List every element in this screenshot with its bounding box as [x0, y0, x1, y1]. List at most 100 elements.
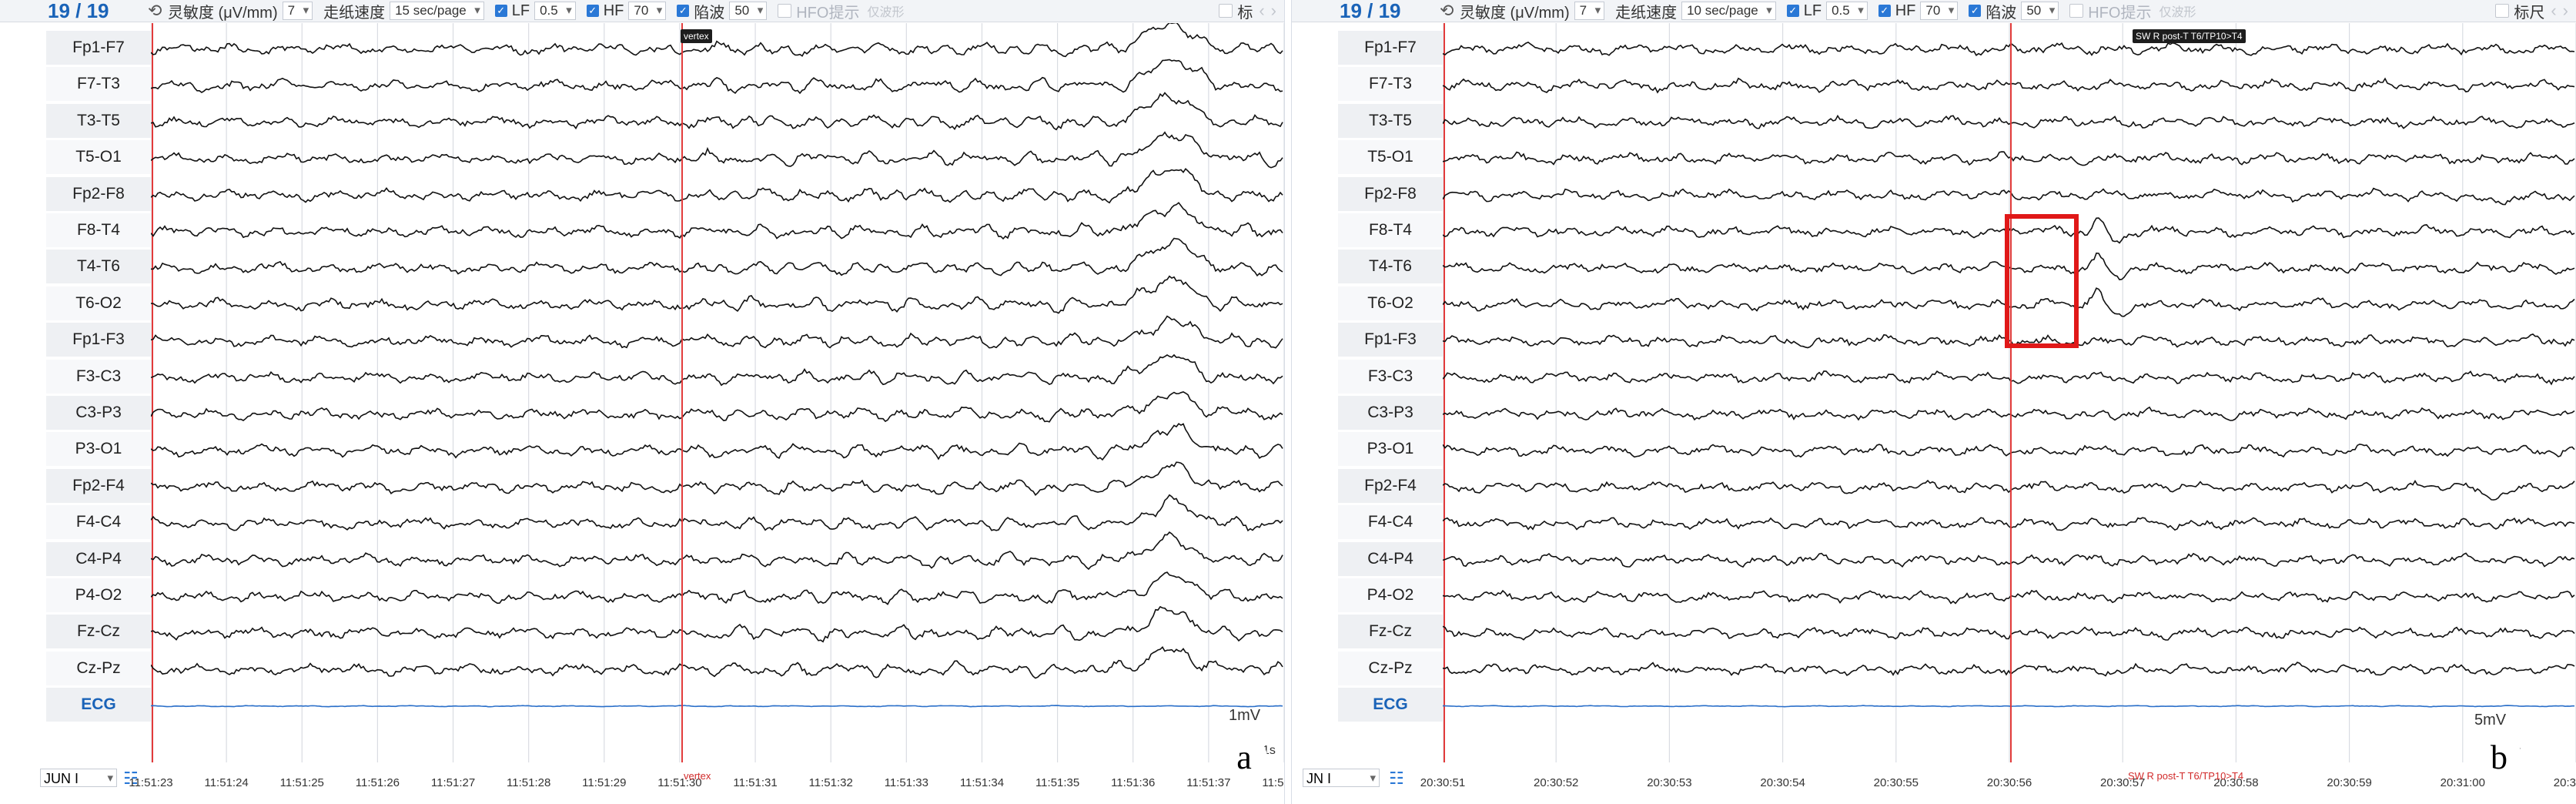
eeg-trace-area: [1443, 23, 2576, 762]
time-tick: 11:51:32: [808, 776, 853, 789]
time-tick: 11:51:26: [355, 776, 400, 789]
checkbox-icon[interactable]: [2495, 4, 2510, 18]
event-axis-label: vertex: [684, 770, 711, 782]
eeg-trace-fp2-f8: [1443, 187, 2575, 206]
channel-label: Fp2-F4: [46, 468, 151, 503]
notch-select[interactable]: 50: [729, 2, 768, 20]
eeg-trace-p4-o2: [1443, 589, 2575, 605]
channel-label: F7-T3: [46, 67, 151, 102]
chevron-right-icon[interactable]: ›: [2562, 1, 2568, 20]
eeg-trace-t5-o1: [151, 131, 1283, 169]
eeg-trace-t5-o1: [1443, 151, 2575, 166]
checkbox-icon[interactable]: [778, 4, 792, 18]
checkbox-icon[interactable]: ✓: [1969, 5, 1982, 17]
time-axis: 20:30:51 20:30:52 20:30:53 20:30:54 20:30:55…: [1292, 767, 2576, 798]
paper-speed-select[interactable]: 10 sec/page: [1681, 2, 1776, 20]
channel-label: T6-O2: [1338, 286, 1443, 320]
hfo-input[interactable]: 仅波形: [2159, 6, 2196, 19]
list-icon[interactable]: ☷: [123, 769, 139, 788]
time-tick: 11:51:28: [507, 776, 551, 789]
paper-speed-label: 走纸速度: [1615, 4, 1678, 22]
panel-divider: [1284, 0, 1292, 804]
montage-mode-select[interactable]: JUN I: [40, 769, 117, 788]
eeg-trace-p4-o2: [151, 571, 1283, 605]
channel-label: F3-C3: [46, 359, 151, 394]
rotate-icon[interactable]: ⟲: [148, 1, 162, 20]
eeg-panel-a: 19 / 19 ⟲ 灵敏度 (μV/mm) 7 走纸速度 15 sec/page…: [0, 0, 1284, 804]
chevron-right-icon[interactable]: ›: [1270, 1, 1276, 20]
checkbox-icon[interactable]: ✓: [494, 5, 507, 17]
paper-speed-select[interactable]: 15 sec/page: [390, 2, 484, 20]
time-tick: 20:30:52: [1533, 776, 1579, 789]
time-tick: 11:51:37: [1186, 776, 1231, 789]
time-tick: 20:30:56: [1986, 776, 2032, 789]
checkbox-icon[interactable]: ✓: [1878, 5, 1891, 17]
time-tick: 11:51:30: [657, 776, 702, 789]
eeg-trace-area: [151, 23, 1284, 762]
eeg-trace-fp1-f3: [151, 315, 1283, 349]
event-annotation-tag[interactable]: SW R post-T T6/TP10>T4: [2133, 29, 2246, 43]
hf-select[interactable]: 70: [628, 2, 667, 20]
time-tick: 11:51:25: [279, 776, 324, 789]
lf-select[interactable]: 0.5: [534, 2, 576, 20]
eeg-trace-ecg: [151, 705, 1283, 708]
hf-select[interactable]: 70: [1920, 2, 1959, 20]
checkbox-icon[interactable]: ✓: [1786, 5, 1799, 17]
eeg-trace-fp1-f7: [151, 23, 1283, 58]
time-tick: 11:51:24: [204, 776, 249, 789]
amplitude-scale-label: 5mV: [2474, 712, 2507, 729]
time-tick: 20:30:58: [2213, 776, 2259, 789]
list-icon[interactable]: ☷: [1389, 769, 1404, 788]
page-counter: 19 / 19: [1340, 0, 1401, 22]
channel-label: Fp2-F4: [1338, 468, 1443, 503]
channel-label: Fz-Cz: [1338, 615, 1443, 649]
time-tick: 11:51:34: [959, 776, 1005, 789]
chevron-left-icon[interactable]: ‹: [1259, 1, 1265, 20]
checkbox-icon[interactable]: [1219, 4, 1233, 18]
page-counter: 19 / 19: [48, 0, 109, 22]
sensitivity-select[interactable]: 7: [282, 2, 313, 20]
eeg-trace-p3-o1: [151, 423, 1283, 461]
eeg-trace-fz-cz: [1443, 625, 2575, 641]
highlight-box: [2005, 214, 2079, 348]
checkbox-icon[interactable]: ✓: [677, 5, 690, 17]
eeg-trace-fp2-f4: [1443, 479, 2575, 501]
event-axis-label: SW R post-T T6/TP10>T4: [2128, 770, 2244, 782]
notch-select[interactable]: 50: [2021, 2, 2059, 20]
channel-label: T6-O2: [46, 286, 151, 320]
checkbox-icon[interactable]: ✓: [586, 5, 599, 17]
eeg-traces: [151, 23, 1284, 762]
channel-label: Fp2-F8: [46, 176, 151, 211]
hfo-input[interactable]: 仅波形: [867, 6, 905, 19]
time-tick: 20:30:53: [1647, 776, 1692, 789]
channel-label: T3-T5: [46, 103, 151, 138]
sensitivity-label: 灵敏度 (μV/mm): [168, 4, 278, 22]
eeg-panel-b: 19 / 19 ⟲ 灵敏度 (μV/mm) 7 走纸速度 10 sec/page…: [1292, 0, 2576, 804]
time-tick: 11:51:23: [129, 776, 173, 789]
channel-label: C3-P3: [1338, 396, 1443, 430]
event-annotation-tag[interactable]: vertex: [681, 29, 712, 43]
lf-select[interactable]: 0.5: [1826, 2, 1868, 20]
time-tick: 11:51:33: [884, 776, 928, 789]
sensitivity-select[interactable]: 7: [1574, 2, 1605, 20]
channel-label: Fp1-F3: [1338, 323, 1443, 357]
eeg-trace-t3-t5: [1443, 114, 2575, 129]
eeg-trace-f7-t3: [1443, 77, 2575, 94]
channel-label: P3-O1: [1338, 432, 1443, 467]
chevron-left-icon[interactable]: ‹: [2551, 1, 2557, 20]
lf-label: LF: [511, 2, 530, 19]
eeg-trace-f8-t4: [151, 202, 1283, 240]
eeg-trace-c3-p3: [151, 391, 1283, 423]
rotate-icon[interactable]: ⟲: [1440, 1, 1454, 20]
hfo-label: HFO提示: [796, 4, 860, 22]
time-tick: 20:30:54: [1760, 776, 1805, 789]
checkbox-icon[interactable]: [2069, 4, 2084, 18]
time-axis: 11:51:23 11:51:24 11:51:25 11:51:26 11:51:27…: [0, 767, 1284, 798]
eeg-trace-f3-c3: [1443, 370, 2575, 386]
notch-label: 陷波: [694, 4, 725, 22]
ruler-label: 标尺: [2514, 4, 2545, 22]
hf-label: HF: [603, 2, 624, 19]
montage-mode-select[interactable]: JN I: [1303, 769, 1380, 788]
time-tick: 20:30:59: [2327, 776, 2372, 789]
hf-label: HF: [1895, 2, 1916, 19]
